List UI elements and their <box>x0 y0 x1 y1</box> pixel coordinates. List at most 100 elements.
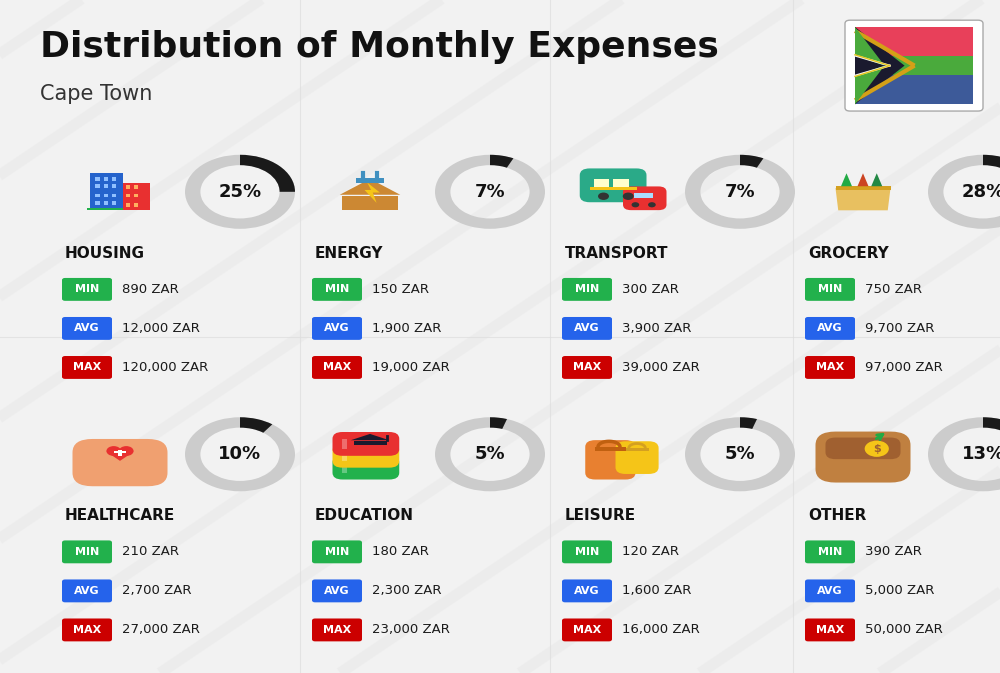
Bar <box>104 194 108 197</box>
Text: MAX: MAX <box>573 363 601 372</box>
Text: MAX: MAX <box>73 363 101 372</box>
Text: 5%: 5% <box>475 446 505 463</box>
Text: 210 ZAR: 210 ZAR <box>122 545 179 559</box>
Bar <box>95 194 100 197</box>
Text: MAX: MAX <box>816 363 844 372</box>
Text: HEALTHCARE: HEALTHCARE <box>65 508 175 523</box>
Polygon shape <box>855 27 905 104</box>
Bar <box>87 208 123 210</box>
FancyBboxPatch shape <box>562 278 612 301</box>
Text: 390 ZAR: 390 ZAR <box>865 545 922 559</box>
FancyBboxPatch shape <box>805 278 855 301</box>
FancyBboxPatch shape <box>332 432 399 456</box>
Bar <box>134 185 138 189</box>
Polygon shape <box>871 174 882 186</box>
FancyBboxPatch shape <box>805 356 855 379</box>
Wedge shape <box>185 417 295 491</box>
Bar <box>590 187 637 190</box>
FancyBboxPatch shape <box>816 431 911 483</box>
Bar <box>836 186 891 190</box>
Text: MIN: MIN <box>75 547 99 557</box>
Text: 2,300 ZAR: 2,300 ZAR <box>372 584 442 598</box>
Text: AVG: AVG <box>574 324 600 333</box>
Bar <box>594 179 609 187</box>
Text: HOUSING: HOUSING <box>65 246 145 260</box>
Circle shape <box>865 441 889 457</box>
Bar <box>123 182 150 210</box>
Text: 16,000 ZAR: 16,000 ZAR <box>622 623 700 637</box>
Text: 50,000 ZAR: 50,000 ZAR <box>865 623 943 637</box>
Circle shape <box>632 202 639 207</box>
Text: 28%: 28% <box>961 183 1000 201</box>
Text: MAX: MAX <box>573 625 601 635</box>
Polygon shape <box>106 452 134 461</box>
Polygon shape <box>836 188 891 210</box>
Wedge shape <box>983 155 1000 199</box>
Polygon shape <box>342 195 398 210</box>
Bar <box>855 57 973 75</box>
Bar <box>342 462 347 472</box>
Polygon shape <box>364 182 380 203</box>
Wedge shape <box>435 155 545 229</box>
FancyBboxPatch shape <box>562 579 612 602</box>
Text: MIN: MIN <box>575 285 599 294</box>
Circle shape <box>119 446 134 456</box>
Text: MIN: MIN <box>818 547 842 557</box>
Bar <box>342 451 347 461</box>
Text: AVG: AVG <box>817 324 843 333</box>
Bar <box>634 192 653 199</box>
FancyBboxPatch shape <box>805 579 855 602</box>
Bar <box>112 184 116 188</box>
Text: 1,600 ZAR: 1,600 ZAR <box>622 584 691 598</box>
Bar <box>356 178 384 182</box>
Wedge shape <box>928 155 1000 229</box>
Text: MIN: MIN <box>575 547 599 557</box>
Text: 750 ZAR: 750 ZAR <box>865 283 922 296</box>
Polygon shape <box>855 66 885 104</box>
Bar <box>595 447 626 451</box>
FancyBboxPatch shape <box>62 278 112 301</box>
Text: 10%: 10% <box>218 446 262 463</box>
Bar <box>95 177 100 181</box>
Text: 120,000 ZAR: 120,000 ZAR <box>122 361 208 374</box>
FancyBboxPatch shape <box>805 618 855 641</box>
Text: 1,900 ZAR: 1,900 ZAR <box>372 322 441 335</box>
Text: AVG: AVG <box>574 586 600 596</box>
Text: Cape Town: Cape Town <box>40 84 152 104</box>
Bar <box>342 439 347 449</box>
Wedge shape <box>185 155 295 229</box>
Text: OTHER: OTHER <box>808 508 866 523</box>
FancyBboxPatch shape <box>62 356 112 379</box>
Wedge shape <box>490 417 507 429</box>
FancyBboxPatch shape <box>562 540 612 563</box>
Text: Distribution of Monthly Expenses: Distribution of Monthly Expenses <box>40 30 719 65</box>
Text: $: $ <box>873 444 881 454</box>
Text: 7%: 7% <box>475 183 505 201</box>
Bar <box>90 173 123 210</box>
Bar <box>126 194 130 197</box>
FancyBboxPatch shape <box>312 579 362 602</box>
Text: 7%: 7% <box>725 183 755 201</box>
Bar <box>134 203 138 207</box>
Text: 300 ZAR: 300 ZAR <box>622 283 679 296</box>
Text: GROCERY: GROCERY <box>808 246 889 260</box>
Wedge shape <box>240 417 272 433</box>
Text: MIN: MIN <box>325 547 349 557</box>
FancyBboxPatch shape <box>562 317 612 340</box>
Wedge shape <box>983 417 1000 436</box>
Circle shape <box>598 192 609 200</box>
Text: 9,700 ZAR: 9,700 ZAR <box>865 322 934 335</box>
FancyBboxPatch shape <box>805 540 855 563</box>
Text: 39,000 ZAR: 39,000 ZAR <box>622 361 700 374</box>
Text: 5%: 5% <box>725 446 755 463</box>
Text: MAX: MAX <box>73 625 101 635</box>
Wedge shape <box>490 155 513 168</box>
Bar <box>118 450 122 456</box>
FancyBboxPatch shape <box>312 618 362 641</box>
Bar <box>104 201 108 205</box>
FancyBboxPatch shape <box>332 456 399 479</box>
FancyBboxPatch shape <box>332 444 399 468</box>
FancyBboxPatch shape <box>312 540 362 563</box>
Wedge shape <box>740 155 763 168</box>
Bar <box>855 27 973 66</box>
